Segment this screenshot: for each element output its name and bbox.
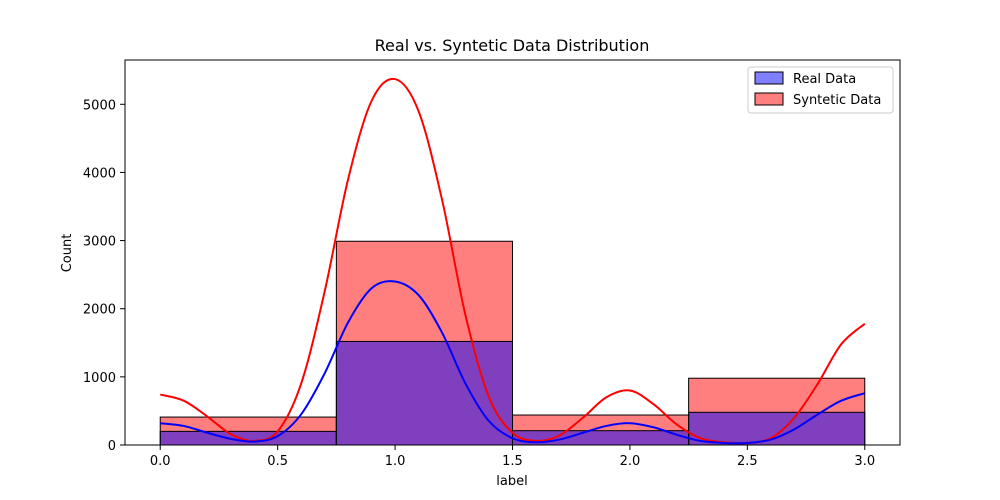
x-tick-label: 3.0 [854, 454, 875, 469]
y-tick-label: 0 [108, 439, 116, 454]
real-bar-1 [335, 340, 514, 446]
x-tick-label: 2.0 [620, 454, 641, 469]
y-tick-label: 5000 [83, 98, 116, 113]
legend-box [747, 66, 894, 114]
legend-swatch-synthetic [754, 92, 784, 106]
x-tick-label: 1.5 [502, 454, 523, 469]
legend-swatch-real [754, 71, 784, 85]
kde-lines [159, 77, 866, 445]
y-axis-ticks: 0 1000 2000 3000 4000 5000 [83, 98, 125, 454]
legend-label-real: Real Data [793, 72, 856, 87]
y-axis-label: Count [60, 234, 75, 273]
x-tick-label: 0.5 [267, 454, 288, 469]
real-bars [159, 340, 866, 446]
y-tick-label: 1000 [83, 371, 116, 386]
y-tick-label: 2000 [83, 303, 116, 318]
y-tick-label: 3000 [83, 235, 116, 250]
x-axis-ticks: 0.0 0.5 1.0 1.5 2.0 2.5 3.0 [150, 445, 875, 469]
y-tick-label: 4000 [83, 166, 116, 181]
x-tick-label: 2.5 [737, 454, 758, 469]
x-tick-label: 0.0 [150, 454, 171, 469]
x-tick-label: 1.0 [385, 454, 406, 469]
legend: Real Data Syntetic Data [747, 66, 894, 114]
real-bar-0 [159, 430, 337, 446]
real-kde-line [160, 280, 866, 445]
real-bar-3 [688, 411, 866, 446]
chart-title: Real vs. Syntetic Data Distribution [375, 36, 650, 55]
x-axis-label: label [496, 474, 527, 489]
legend-label-synthetic: Syntetic Data [793, 93, 881, 108]
